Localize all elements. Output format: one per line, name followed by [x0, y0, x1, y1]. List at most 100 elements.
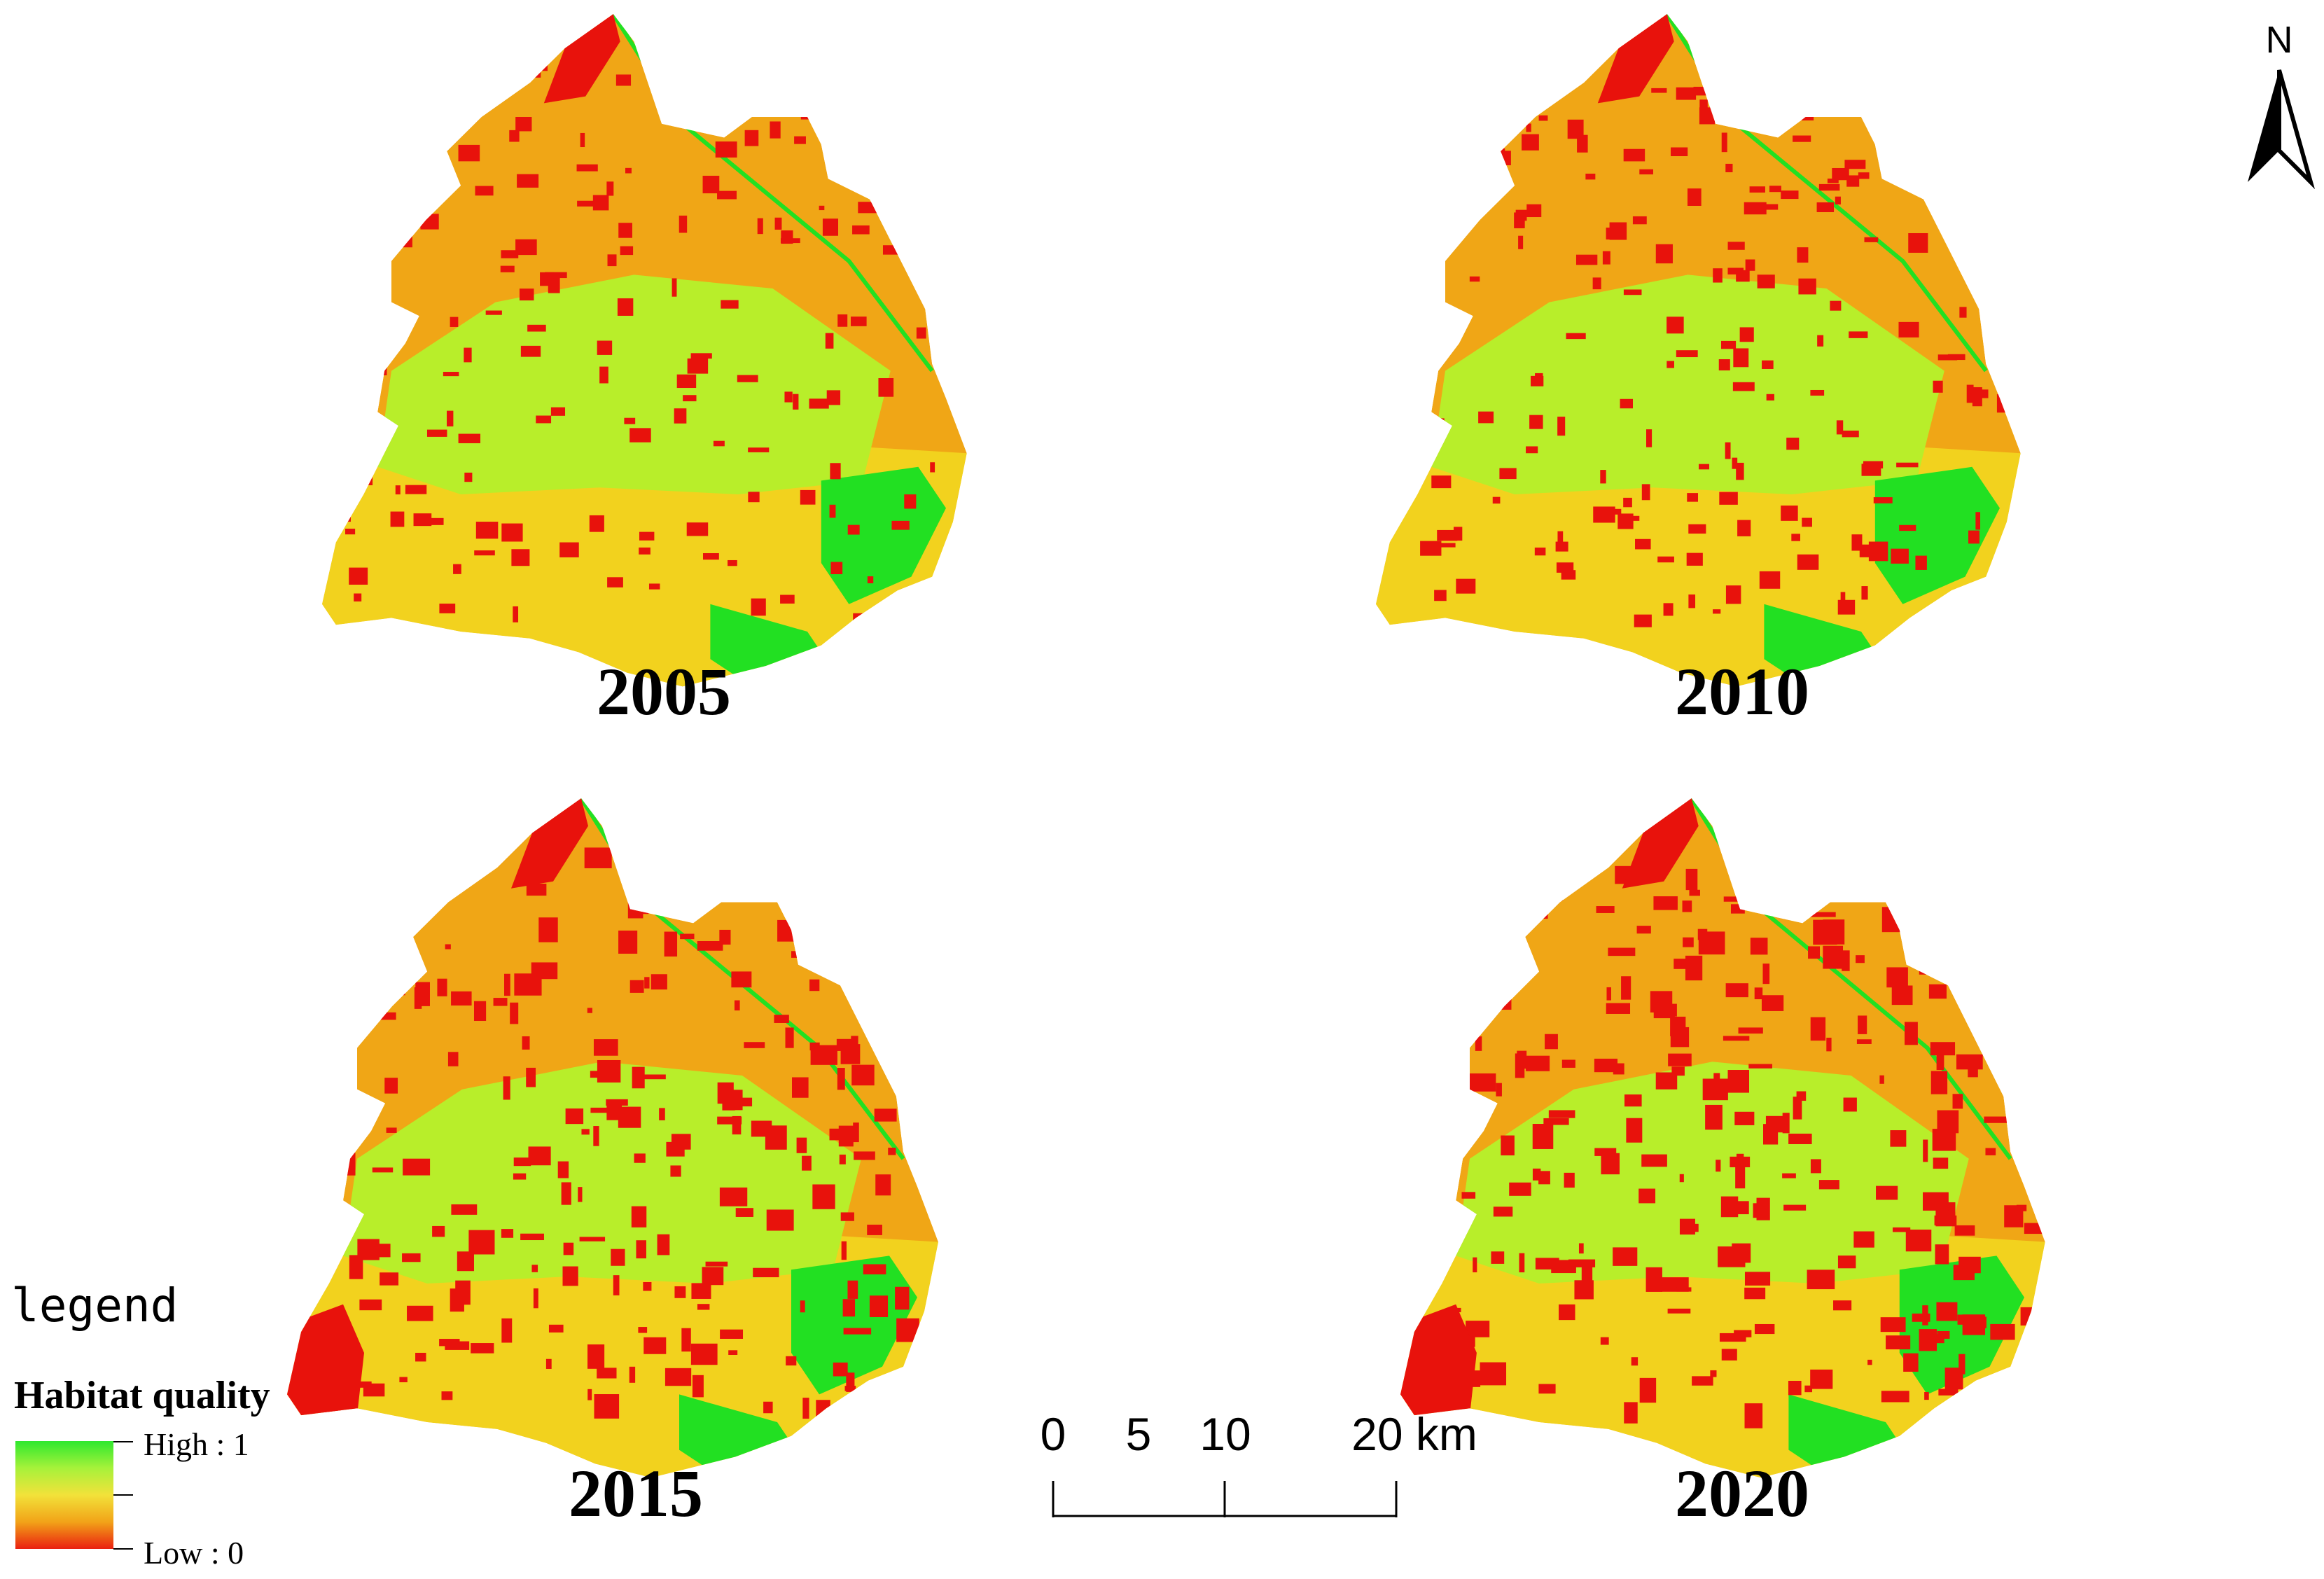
map-low-quality-patch	[373, 1012, 396, 1020]
map-low-quality-patch	[415, 1352, 426, 1362]
map-low-quality-patch	[829, 504, 836, 518]
map-low-quality-patch	[1797, 247, 1809, 263]
map-low-quality-patch	[679, 215, 688, 233]
map-low-quality-patch	[1671, 1066, 1685, 1076]
map-low-quality-patch	[1557, 531, 1564, 545]
map-low-quality-patch	[829, 1128, 840, 1141]
map-low-quality-patch	[590, 1071, 613, 1078]
map-low-quality-patch	[1720, 340, 1737, 349]
map-low-quality-patch	[1635, 538, 1651, 550]
map-low-quality-patch	[1667, 1308, 1691, 1314]
map-low-quality-patch	[584, 847, 612, 868]
map-low-quality-patch	[615, 74, 632, 86]
map-low-quality-patch	[1725, 442, 1731, 459]
map-low-quality-patch	[1963, 938, 1974, 957]
map-low-quality-patch	[1937, 354, 1958, 361]
map-low-quality-patch	[1818, 183, 1840, 191]
map-low-quality-patch	[1475, 1036, 1482, 1051]
map-low-quality-patch	[559, 542, 579, 557]
map-low-quality-patch	[809, 398, 829, 409]
map-low-quality-patch	[1699, 107, 1716, 125]
map-low-quality-patch	[1653, 896, 1678, 910]
map-low-quality-patch	[631, 1206, 647, 1227]
map-low-quality-patch	[1613, 1063, 1624, 1075]
map-low-quality-patch	[2024, 1223, 2045, 1234]
map-low-quality-patch	[1861, 464, 1881, 476]
map-low-quality-patch	[395, 485, 401, 495]
map-low-quality-patch	[1473, 1102, 1480, 1120]
map-low-quality-patch	[2005, 1052, 2021, 1069]
map-low-quality-patch	[1400, 889, 1410, 914]
map-low-quality-patch	[1937, 1330, 1950, 1339]
map-low-quality-patch	[1947, 354, 1965, 361]
map-low-quality-patch	[1867, 1359, 1872, 1365]
map-low-quality-patch	[1543, 1118, 1569, 1125]
map-low-quality-patch	[1420, 541, 1442, 556]
map-low-quality-patch	[1730, 1156, 1751, 1167]
map-low-quality-patch	[1892, 1227, 1911, 1232]
year-label-2015: 2015	[569, 1456, 703, 1531]
map-low-quality-patch	[800, 1300, 805, 1313]
map-low-quality-patch	[719, 929, 731, 945]
map-low-quality-patch	[1964, 1003, 1991, 1009]
map-low-quality-patch	[1713, 268, 1723, 283]
map-low-quality-patch	[349, 567, 368, 585]
map-low-quality-patch	[1471, 1102, 1484, 1115]
map-low-quality-patch	[930, 462, 935, 473]
map-low-quality-patch	[676, 374, 697, 389]
map-low-quality-patch	[784, 391, 793, 403]
map-low-quality-patch	[464, 347, 472, 363]
map-low-quality-patch	[643, 1337, 667, 1354]
map-low-quality-patch	[1602, 251, 1610, 265]
map-low-quality-patch	[802, 1398, 809, 1419]
map-low-quality-patch	[1743, 825, 1753, 846]
map-low-quality-patch	[1801, 114, 1814, 121]
map-low-quality-patch	[639, 547, 650, 555]
map-low-quality-patch	[1823, 945, 1844, 969]
map-low-quality-patch	[793, 394, 799, 410]
map-low-quality-patch	[1923, 1192, 1949, 1211]
map-fill-group	[1376, 14, 2021, 687]
map-low-quality-patch	[1810, 1017, 1826, 1041]
map-low-quality-patch	[1575, 254, 1598, 265]
map-low-quality-patch	[1651, 88, 1667, 93]
map-low-quality-patch	[1735, 1167, 1746, 1189]
map-low-quality-patch	[545, 1358, 552, 1369]
map-low-quality-patch	[503, 1076, 510, 1100]
map-low-quality-patch	[618, 930, 638, 954]
map-low-quality-patch	[1978, 1405, 2001, 1423]
map-low-quality-patch	[592, 195, 609, 211]
map-low-quality-patch	[644, 977, 650, 989]
map-low-quality-patch	[1596, 906, 1615, 913]
map-low-quality-patch	[648, 583, 660, 590]
map-low-quality-patch	[1739, 801, 1757, 826]
map-low-quality-patch	[1551, 1260, 1576, 1274]
map-low-quality-patch	[794, 136, 806, 144]
map-low-quality-patch	[837, 314, 848, 327]
map-low-quality-patch	[1593, 506, 1615, 523]
map-low-quality-patch	[822, 218, 839, 236]
map-low-quality-patch	[1493, 1206, 1513, 1217]
map-low-quality-patch	[1881, 1391, 1909, 1403]
map-low-quality-patch	[581, 1129, 590, 1135]
map-low-quality-patch	[1639, 169, 1653, 175]
map-low-quality-patch	[587, 1008, 592, 1013]
map-low-quality-patch	[402, 1253, 421, 1262]
map-low-quality-patch	[1940, 865, 1959, 882]
map-low-quality-patch	[1759, 571, 1781, 589]
map-low-quality-patch	[579, 1237, 606, 1241]
map-low-quality-patch	[1738, 1027, 1763, 1034]
map-low-quality-patch	[1725, 163, 1733, 172]
map-low-quality-patch	[1541, 882, 1564, 901]
map-low-quality-patch	[1899, 524, 1916, 531]
map-low-quality-patch	[1793, 135, 1811, 142]
map-low-quality-patch	[650, 974, 667, 990]
map-low-quality-patch	[1705, 1104, 1723, 1130]
map-low-quality-patch	[504, 973, 510, 996]
legend-tick-mid	[113, 1494, 133, 1496]
map-low-quality-patch	[632, 1066, 645, 1089]
map-low-quality-patch	[386, 1127, 397, 1133]
map-low-quality-patch	[1822, 801, 1830, 822]
map-low-quality-patch	[509, 130, 520, 142]
map-low-quality-patch	[1676, 350, 1698, 358]
